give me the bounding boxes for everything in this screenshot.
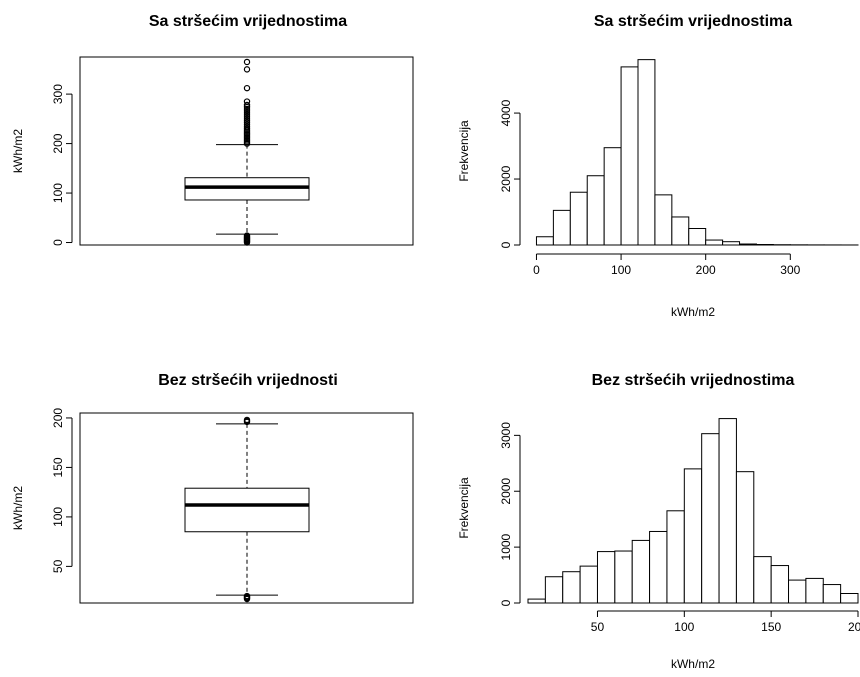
y-tick-label: 0 bbox=[51, 239, 65, 246]
histogram-bar bbox=[701, 433, 720, 604]
histogram-bar bbox=[683, 468, 703, 604]
histogram-bar bbox=[649, 530, 668, 604]
histogram-bar bbox=[822, 584, 842, 604]
histogram-bar bbox=[620, 66, 639, 246]
outlier-point bbox=[243, 111, 251, 119]
histogram-bar bbox=[735, 471, 755, 604]
outlier-point bbox=[243, 115, 251, 123]
histogram-bar bbox=[562, 571, 581, 604]
histogram-marks: 501001502000100020003000 bbox=[499, 418, 860, 634]
histogram-marks: 0 100 200 300 0 2000 4000 bbox=[499, 59, 859, 277]
chart-title: Sa stršećim vrijednostima bbox=[594, 13, 792, 30]
histogram-bar bbox=[569, 191, 588, 246]
outlier-point bbox=[243, 416, 251, 424]
x-axis-label: kWh/m2 bbox=[671, 305, 715, 319]
outlier-point bbox=[243, 125, 251, 132]
histogram-bar bbox=[527, 598, 546, 604]
y-tick-label: 2000 bbox=[499, 165, 513, 192]
x-tick-label: 200 bbox=[848, 620, 860, 634]
outlier-point bbox=[243, 123, 251, 130]
y-axis-label: Frekvencija bbox=[457, 120, 471, 182]
x-tick-label: 100 bbox=[611, 263, 631, 277]
y-tick-label: 1000 bbox=[499, 533, 513, 560]
histogram-bar bbox=[770, 565, 790, 604]
histogram-bar bbox=[722, 241, 741, 246]
y-tick-label: 4000 bbox=[499, 99, 513, 126]
histogram-bar bbox=[596, 551, 616, 604]
y-tick-label: 0 bbox=[499, 599, 513, 606]
outlier-point bbox=[243, 121, 251, 128]
outlier-point bbox=[243, 101, 251, 109]
histogram-bar bbox=[579, 565, 598, 604]
y-axis-label: Frekvencija bbox=[457, 477, 471, 539]
histogram-bar bbox=[535, 236, 554, 246]
y-tick-label: 2000 bbox=[499, 478, 513, 505]
histogram-bar bbox=[614, 550, 633, 604]
outlier-point bbox=[243, 66, 251, 73]
panel-boxplot-with-outliers: Sa stršećim vrijednostima kWh/m2 0 100 200… bbox=[11, 13, 414, 246]
x-axis-label: kWh/m2 bbox=[671, 657, 715, 671]
histogram-bar bbox=[805, 577, 824, 604]
y-tick-label: 200 bbox=[51, 133, 65, 153]
x-tick-label: 0 bbox=[533, 263, 540, 277]
outlier-point bbox=[243, 232, 251, 239]
x-tick-label: 50 bbox=[591, 620, 605, 634]
histogram-bar bbox=[718, 418, 737, 604]
x-tick-label: 100 bbox=[674, 620, 694, 634]
panel-boxplot-without-outliers: Bez stršećih vrijednosti kWh/m2 50 100 150… bbox=[11, 372, 414, 604]
plot-frame bbox=[79, 412, 414, 604]
y-tick-label: 100 bbox=[51, 507, 65, 527]
outlier-point bbox=[243, 98, 251, 105]
boxplot-marks: 50 100 150 200 bbox=[51, 408, 310, 603]
y-tick-label: 50 bbox=[51, 559, 65, 573]
histogram-bar bbox=[637, 59, 656, 246]
chart-title: Bez stršećih vrijednostima bbox=[592, 372, 795, 389]
outlier-point bbox=[243, 117, 251, 125]
x-tick-label: 200 bbox=[696, 263, 716, 277]
histogram-bar bbox=[840, 593, 859, 604]
histogram-bar bbox=[671, 216, 690, 246]
histogram-bar bbox=[753, 556, 772, 604]
chart-title: Bez stršećih vrijednosti bbox=[158, 372, 338, 389]
histogram-bar bbox=[631, 539, 651, 604]
box-iqr bbox=[184, 487, 310, 533]
y-tick-label: 150 bbox=[51, 457, 65, 477]
outlier-point bbox=[243, 113, 251, 121]
y-axis-label: kWh/m2 bbox=[11, 486, 25, 530]
outlier-point bbox=[243, 58, 251, 66]
y-tick-label: 3000 bbox=[499, 422, 513, 449]
histogram-bar bbox=[586, 175, 605, 246]
outlier-point bbox=[243, 84, 251, 92]
y-tick-label: 300 bbox=[51, 84, 65, 104]
y-tick-label: 100 bbox=[51, 183, 65, 203]
histogram-bar bbox=[788, 579, 807, 604]
panel-histogram-without-outliers: Bez stršećih vrijednostima kWh/m2 Frekve… bbox=[457, 372, 860, 671]
outlier-point bbox=[243, 109, 251, 117]
x-tick-label: 150 bbox=[761, 620, 781, 634]
histogram-bar bbox=[552, 209, 571, 246]
histogram-bar bbox=[666, 510, 685, 604]
boxplot-marks: 0 100 200 300 bbox=[51, 58, 310, 246]
y-tick-label: 0 bbox=[499, 241, 513, 248]
y-tick-label: 200 bbox=[51, 408, 65, 428]
y-axis-label: kWh/m2 bbox=[11, 129, 25, 173]
histogram-bar bbox=[688, 228, 707, 246]
histogram-bar bbox=[603, 147, 622, 246]
histogram-bar bbox=[654, 194, 673, 246]
histogram-bar bbox=[705, 239, 724, 246]
histogram-bar bbox=[544, 576, 564, 604]
outlier-point bbox=[243, 592, 251, 600]
panel-histogram-with-outliers: Sa stršećim vrijednostima kWh/m2 Frekven… bbox=[457, 13, 859, 319]
outlier-point bbox=[243, 105, 251, 113]
outlier-point bbox=[243, 107, 251, 115]
histogram-bar bbox=[739, 243, 757, 246]
x-tick-label: 300 bbox=[780, 263, 800, 277]
outlier-point bbox=[243, 119, 251, 127]
chart-title: Sa stršećim vrijednostima bbox=[149, 13, 347, 30]
